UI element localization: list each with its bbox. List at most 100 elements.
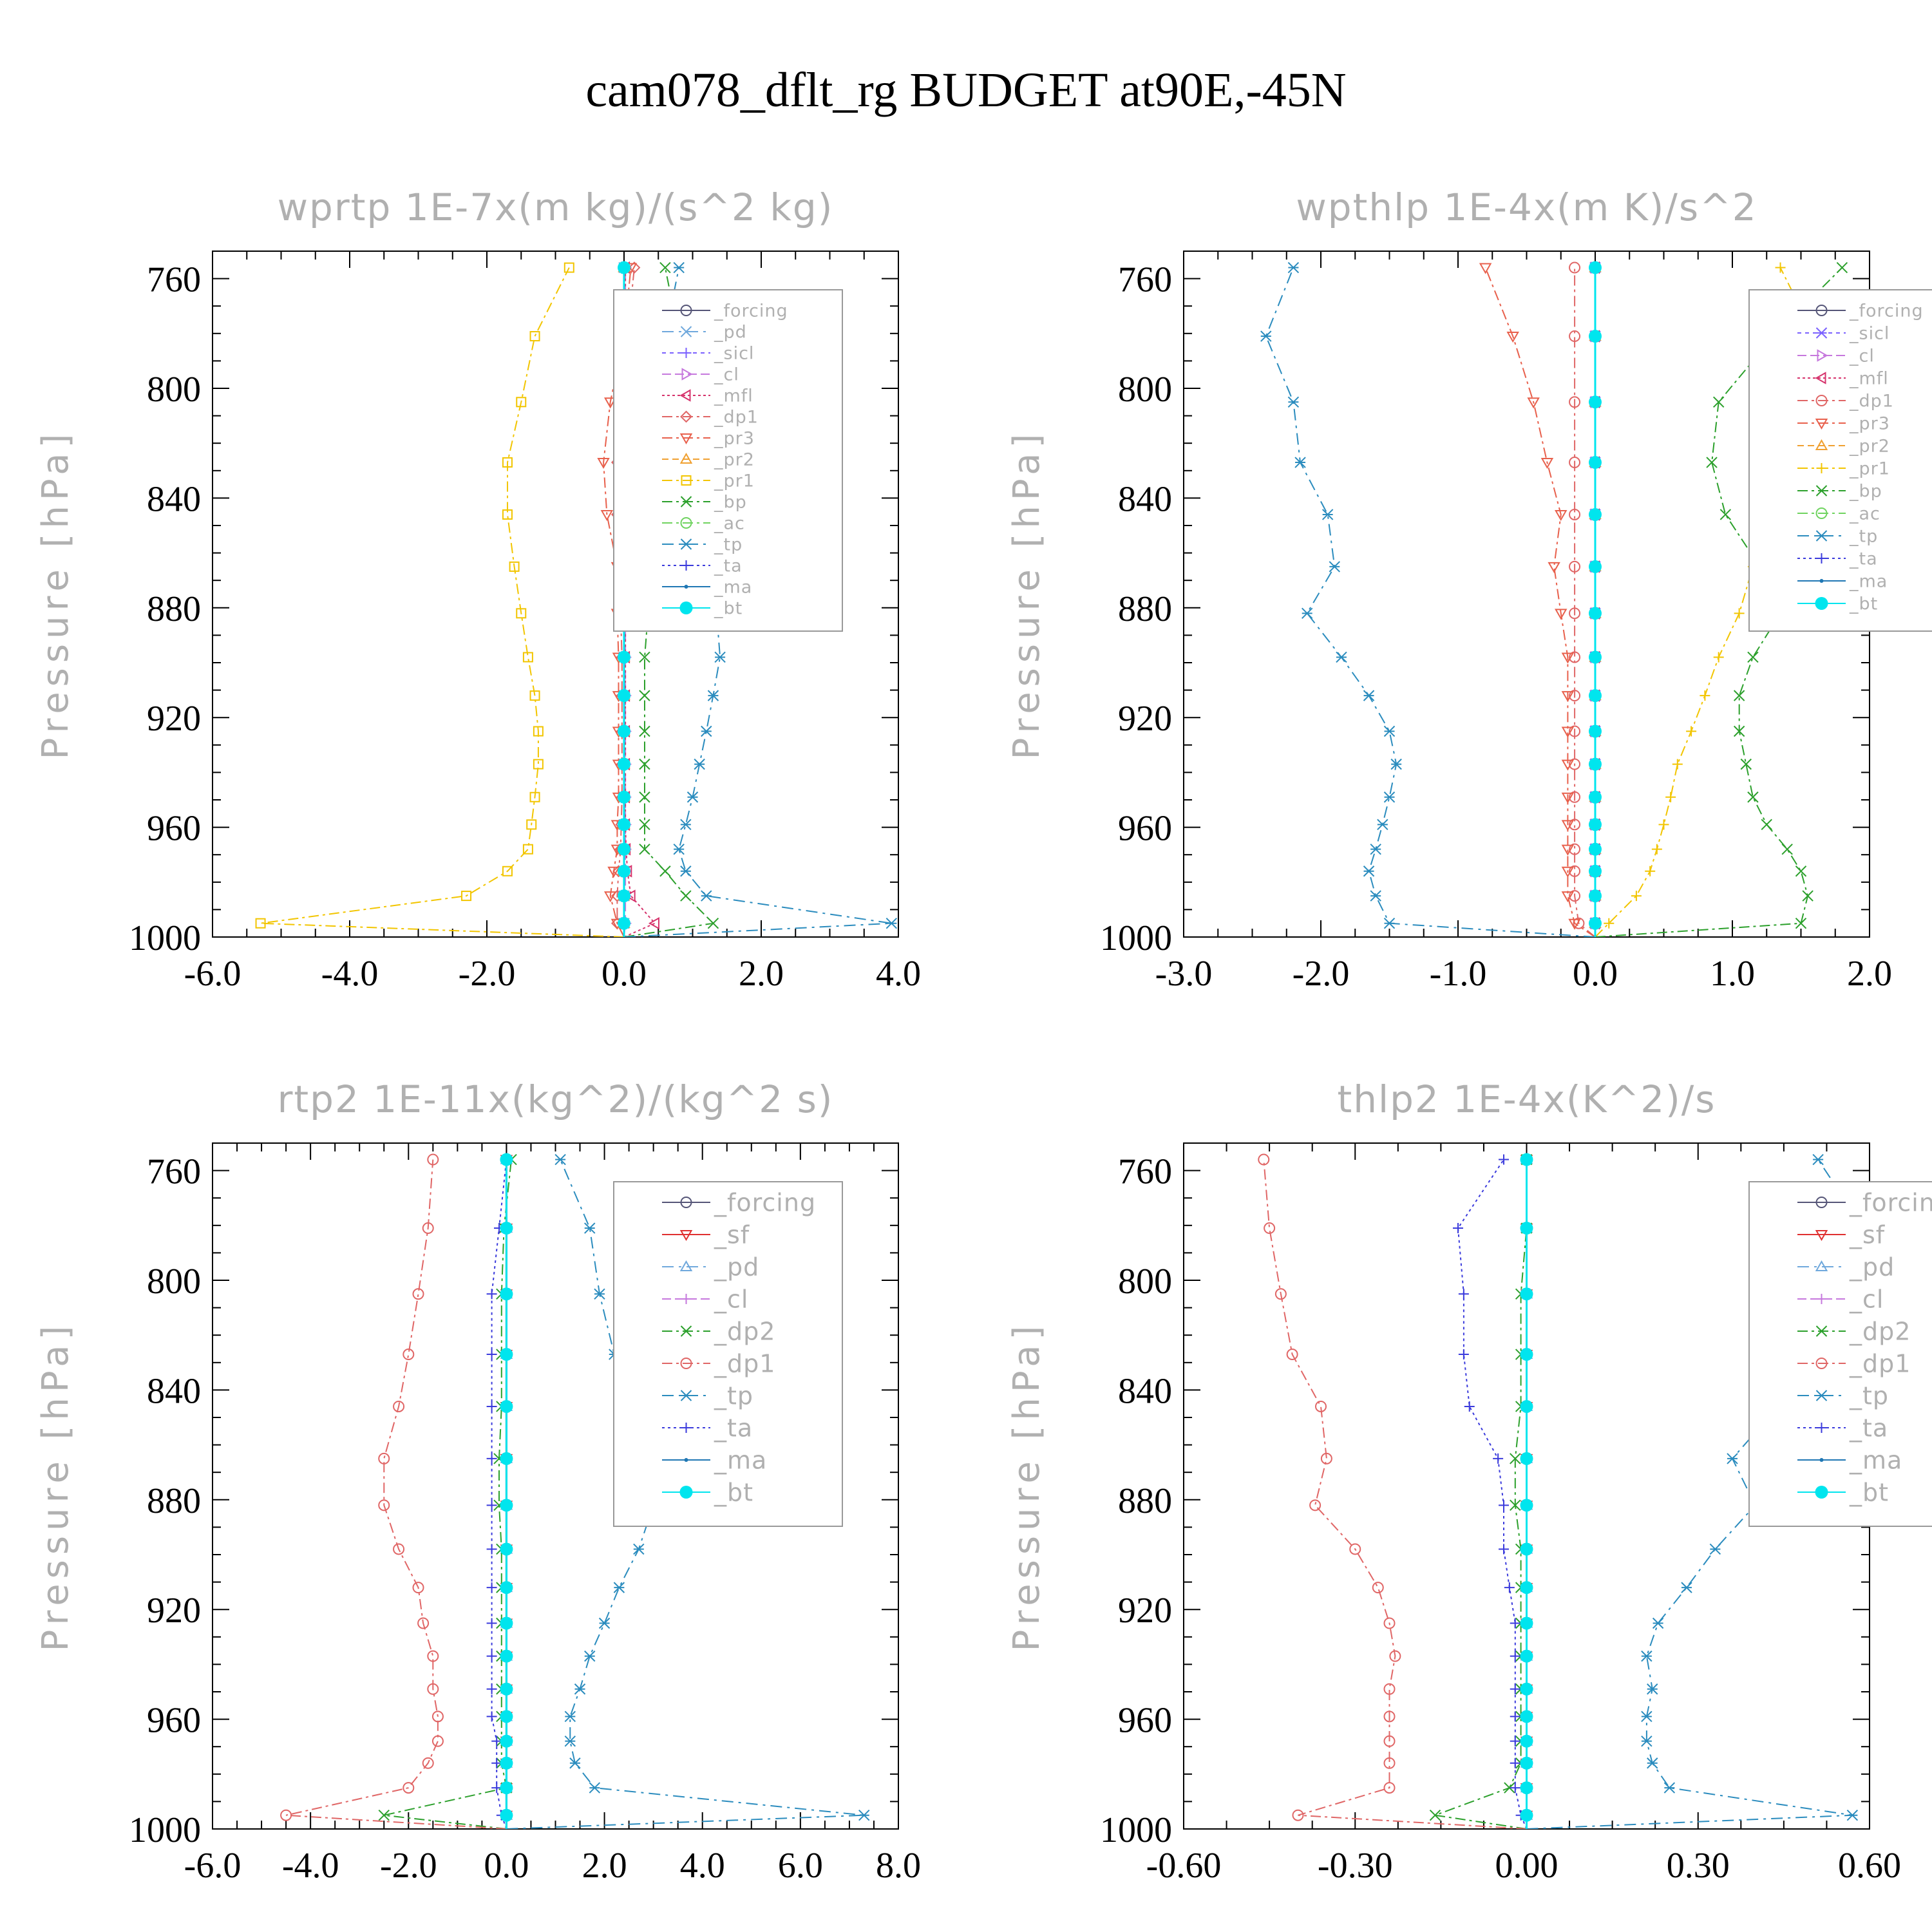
x-tick-label: 0.0 (484, 1846, 529, 1886)
data-point-dp1 (393, 1543, 405, 1555)
data-point-bp (1802, 890, 1814, 902)
data-point-tp (1641, 1735, 1653, 1747)
x-tick-label: -4.0 (321, 954, 379, 994)
data-point-dp1 (1569, 843, 1581, 855)
panel-title: wprtp 1E-7x(m kg)/(s^2 kg) (278, 185, 834, 229)
data-point-bt (618, 842, 630, 856)
data-point-pr1 (1734, 608, 1745, 619)
data-point-bp (707, 917, 719, 929)
data-point-dp1 (1569, 758, 1581, 770)
data-point-tp (598, 1617, 611, 1629)
data-point-bt (618, 818, 630, 831)
legend-marker-cl (681, 1294, 692, 1304)
data-point-ta (486, 1453, 497, 1464)
legend-marker-dp1 (680, 1358, 692, 1369)
data-point-tp (554, 1153, 566, 1166)
data-point-pr1 (564, 262, 574, 273)
legend-marker-bt (679, 1486, 693, 1499)
legend-marker-cl (1816, 1294, 1827, 1304)
data-point-dp1 (1383, 1782, 1396, 1794)
data-point-pr1 (1672, 759, 1683, 770)
legend-label: _bt (1849, 1478, 1889, 1506)
data-point-bt (1589, 864, 1602, 878)
legend-marker-tp (1815, 1390, 1828, 1401)
data-point-pr1 (509, 561, 520, 572)
data-point-tp (1383, 917, 1396, 929)
data-point-bt (500, 1222, 513, 1235)
data-point-dp1 (1383, 1735, 1396, 1747)
data-point-dp1 (1383, 1710, 1396, 1723)
data-point-bt (500, 1581, 513, 1595)
data-point-dp1 (431, 1710, 444, 1723)
data-point-ta (1510, 1757, 1520, 1768)
data-point-tp (1260, 330, 1272, 342)
y-tick-label: 920 (147, 1591, 201, 1631)
legend-label: _dp1 (714, 1349, 775, 1378)
data-point-pr1 (529, 331, 540, 342)
data-point-bt (500, 1808, 513, 1822)
data-point-pr1 (502, 509, 513, 520)
series-line-mfl (623, 267, 656, 937)
data-point-dp1 (422, 1757, 434, 1769)
data-point-pr1 (529, 791, 540, 802)
legend-marker-ac (680, 517, 692, 529)
data-point-bp (639, 690, 650, 701)
legend-label: _pr1 (1849, 459, 1890, 478)
legend-marker-dp2 (1815, 1325, 1828, 1337)
plot-area (1260, 261, 1848, 937)
data-point-dp1 (1274, 1288, 1287, 1300)
data-point-dp1 (402, 1782, 415, 1794)
legend-label: _pd (1849, 1253, 1895, 1281)
data-point-pr3 (600, 509, 614, 521)
data-point-dp1 (1569, 690, 1581, 702)
data-point-pr3 (1555, 509, 1567, 521)
data-point-ta (486, 1500, 497, 1511)
legend-box (1748, 1181, 1932, 1527)
data-point-bp (1740, 758, 1752, 770)
y-tick-label: 800 (1118, 370, 1172, 410)
legend-marker-sf (1815, 1230, 1828, 1242)
y-tick-label: 760 (147, 1152, 201, 1192)
data-point-dp1 (1286, 1349, 1298, 1361)
data-point-tp (1301, 607, 1313, 620)
data-point-tp (594, 1288, 605, 1300)
legend-label: _bt (714, 1478, 753, 1506)
data-point-dp1 (1349, 1543, 1361, 1555)
data-point-dp1 (1569, 865, 1581, 877)
legend-label: _sf (1849, 1220, 1886, 1249)
legend-label: _mfl (714, 386, 753, 406)
data-point-bt (500, 1542, 513, 1556)
legend-label: _ta (1849, 549, 1878, 569)
legend-box (613, 289, 843, 632)
data-point-dp2 (378, 1809, 390, 1821)
legend-label: _forcing (1849, 301, 1924, 321)
figure-title: cam078_dflt_rg BUDGET at90E,-45N (585, 63, 1346, 117)
data-point-tp (701, 725, 712, 737)
y-tick-label: 1000 (1100, 918, 1172, 958)
data-point-dp1 (1264, 1222, 1276, 1235)
y-tick-label: 920 (1118, 699, 1172, 739)
x-tick-label: -2.0 (380, 1846, 437, 1886)
legend-marker-dp1 (680, 410, 692, 423)
y-tick-label: 920 (1118, 1591, 1172, 1631)
data-point-dp1 (1569, 396, 1581, 408)
y-tick-label: 840 (1118, 1371, 1172, 1411)
legend-label: _bt (1849, 594, 1878, 614)
data-point-pr3 (1561, 891, 1575, 903)
data-point-dp1 (427, 1650, 439, 1662)
legend-label: _tp (714, 535, 743, 554)
data-point-pr3 (603, 397, 617, 409)
x-tick-label: 2.0 (1847, 954, 1892, 994)
x-tick-label: 0.00 (1495, 1846, 1558, 1886)
data-point-bp (1836, 261, 1848, 274)
legend-label: _ta (714, 556, 743, 576)
data-point-bt (1520, 1348, 1533, 1361)
data-point-dp2 (1510, 1453, 1521, 1464)
data-point-bt (1520, 1452, 1533, 1465)
data-point-bt (1589, 261, 1602, 274)
data-point-bt (500, 1649, 513, 1663)
y-tick-label: 960 (147, 1701, 201, 1741)
series-line-ta (1457, 1159, 1528, 1829)
data-point-bp (639, 651, 650, 663)
data-point-pr3 (1561, 726, 1575, 738)
